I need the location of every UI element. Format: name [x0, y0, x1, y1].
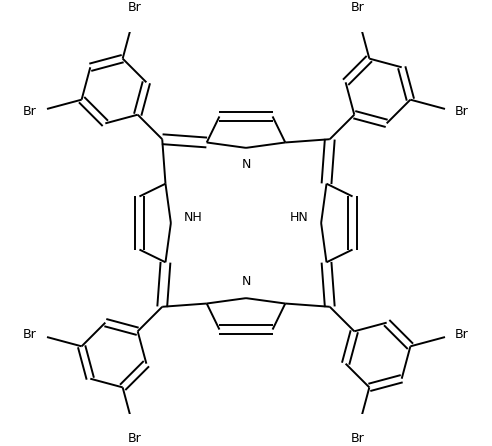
- Text: Br: Br: [455, 328, 469, 341]
- Text: Br: Br: [455, 105, 469, 118]
- Text: Br: Br: [23, 105, 37, 118]
- Text: N: N: [241, 158, 251, 171]
- Text: NH: NH: [184, 211, 202, 224]
- Text: HN: HN: [290, 211, 308, 224]
- Text: Br: Br: [23, 328, 37, 341]
- Text: N: N: [241, 275, 251, 288]
- Text: Br: Br: [350, 432, 364, 445]
- Text: Br: Br: [350, 1, 364, 14]
- Text: Br: Br: [128, 1, 142, 14]
- Text: Br: Br: [128, 432, 142, 445]
